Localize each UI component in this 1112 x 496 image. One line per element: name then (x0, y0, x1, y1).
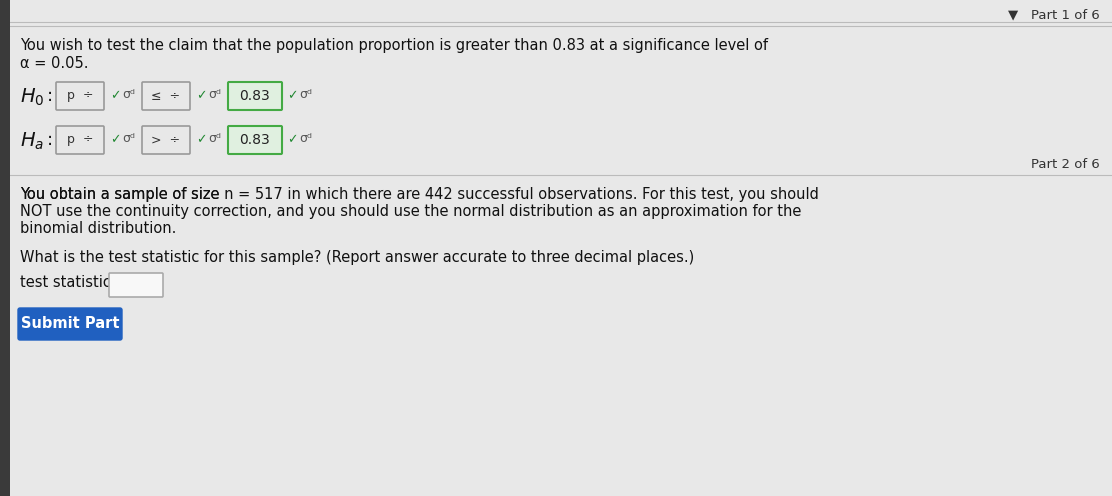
Text: NOT use the continuity correction, and you should use the normal distribution as: NOT use the continuity correction, and y… (20, 204, 802, 219)
Text: ✓: ✓ (196, 133, 207, 146)
Text: :: : (47, 131, 53, 149)
Text: 0.83: 0.83 (239, 133, 270, 147)
Text: You wish to test the claim that the population proportion is greater than 0.83 a: You wish to test the claim that the popu… (20, 38, 768, 53)
FancyBboxPatch shape (56, 82, 105, 110)
Text: $H_0$: $H_0$ (20, 87, 44, 108)
Text: α = 0.05.: α = 0.05. (20, 56, 89, 71)
Text: ≤  ÷: ≤ ÷ (151, 89, 180, 103)
Text: :: : (47, 87, 53, 105)
Text: Part 2 of 6: Part 2 of 6 (1031, 159, 1100, 172)
Text: >  ÷: > ÷ (151, 133, 180, 146)
Text: ▼   Part 1 of 6: ▼ Part 1 of 6 (1009, 8, 1100, 21)
Text: σᵈ: σᵈ (122, 132, 135, 145)
FancyBboxPatch shape (228, 126, 282, 154)
Text: σᵈ: σᵈ (208, 132, 221, 145)
Text: 0.83: 0.83 (239, 89, 270, 103)
Bar (0, 0, 10, 496)
FancyBboxPatch shape (109, 273, 163, 297)
Text: p  ÷: p ÷ (67, 89, 93, 103)
Text: ✓: ✓ (110, 133, 120, 146)
Text: σᵈ: σᵈ (208, 88, 221, 102)
Text: ✓: ✓ (287, 133, 298, 146)
Text: ✓: ✓ (196, 89, 207, 103)
Text: You obtain a sample of size n = 517 in which there are 442 successful observatio: You obtain a sample of size n = 517 in w… (20, 187, 818, 202)
FancyBboxPatch shape (18, 308, 122, 340)
FancyBboxPatch shape (228, 82, 282, 110)
FancyBboxPatch shape (142, 82, 190, 110)
Text: σᵈ: σᵈ (299, 88, 312, 102)
Text: What is the test statistic for this sample? (Report answer accurate to three dec: What is the test statistic for this samp… (20, 250, 694, 265)
Text: binomial distribution.: binomial distribution. (20, 221, 177, 236)
Text: ✓: ✓ (287, 89, 298, 103)
FancyBboxPatch shape (142, 126, 190, 154)
Text: σᵈ: σᵈ (122, 88, 135, 102)
Text: You obtain a sample of size: You obtain a sample of size (20, 187, 225, 202)
Text: test statistic =: test statistic = (20, 275, 128, 290)
Text: p  ÷: p ÷ (67, 133, 93, 146)
FancyBboxPatch shape (56, 126, 105, 154)
Text: $H_a$: $H_a$ (20, 131, 44, 152)
Text: Submit Part: Submit Part (21, 316, 119, 331)
Text: σᵈ: σᵈ (299, 132, 312, 145)
Text: ✓: ✓ (110, 89, 120, 103)
